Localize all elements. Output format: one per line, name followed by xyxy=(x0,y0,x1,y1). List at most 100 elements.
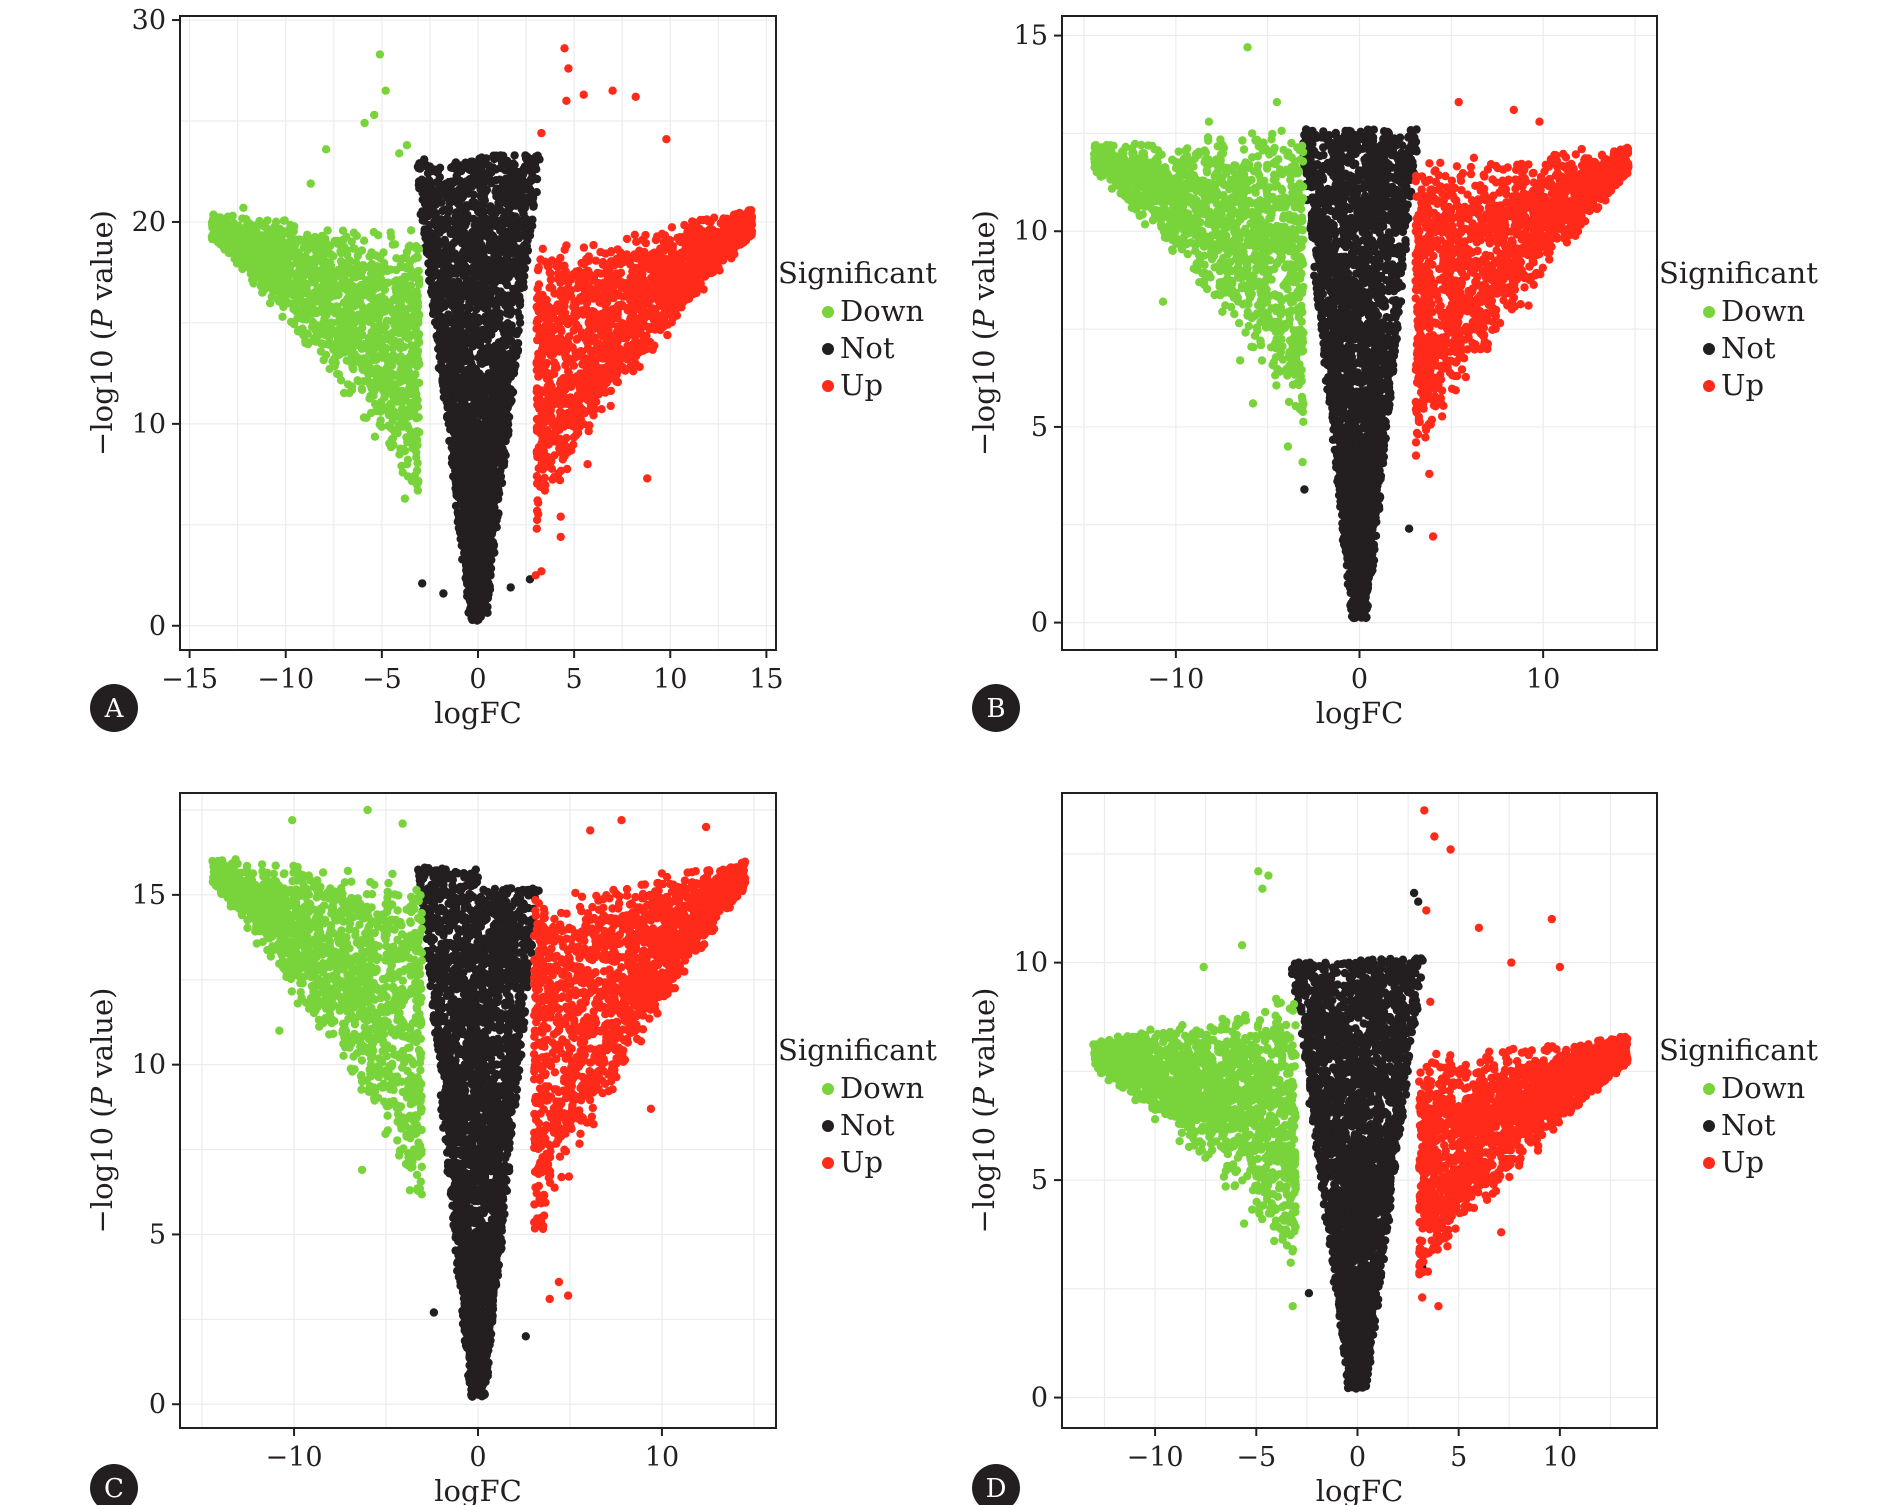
point-not xyxy=(481,214,490,223)
point-not xyxy=(477,153,486,162)
point-not xyxy=(489,519,499,529)
point-not xyxy=(449,278,458,287)
point-not xyxy=(470,402,479,412)
point-down xyxy=(358,365,367,374)
point-down xyxy=(398,468,407,477)
point-not xyxy=(505,349,514,359)
point-down xyxy=(282,298,291,307)
point-down xyxy=(394,387,403,396)
point-not xyxy=(450,433,460,443)
point-down xyxy=(349,364,358,374)
point-down xyxy=(394,421,404,430)
point-not xyxy=(468,227,477,237)
point-not xyxy=(447,443,456,452)
point-not xyxy=(529,201,538,210)
point-up xyxy=(556,253,565,263)
point-not xyxy=(477,397,486,407)
point-not xyxy=(423,244,433,253)
point-not xyxy=(458,421,467,431)
point-not xyxy=(418,579,427,588)
point-not xyxy=(506,398,515,407)
point-not xyxy=(484,317,493,327)
point-not xyxy=(478,511,487,520)
point-down xyxy=(366,350,375,359)
point-not xyxy=(486,207,495,216)
point-not xyxy=(511,361,520,370)
point-not xyxy=(479,419,489,429)
point-down xyxy=(303,230,312,239)
point-not xyxy=(501,385,510,394)
point-down xyxy=(338,329,348,338)
point-down xyxy=(207,232,217,242)
point-down xyxy=(273,241,283,251)
point-not xyxy=(494,351,504,360)
point-down xyxy=(307,310,316,319)
point-up xyxy=(663,330,672,340)
point-not xyxy=(532,174,542,184)
point-down xyxy=(321,145,331,154)
point-not xyxy=(476,612,485,621)
point-down xyxy=(318,319,328,328)
point-not xyxy=(513,308,522,317)
point-down xyxy=(378,405,387,415)
point-not xyxy=(502,432,511,441)
point-not xyxy=(478,555,488,564)
point-down xyxy=(336,257,346,266)
point-not xyxy=(489,282,498,291)
point-not xyxy=(423,228,432,238)
point-not xyxy=(457,393,466,402)
point-not xyxy=(521,154,531,163)
point-not xyxy=(464,277,474,286)
point-not xyxy=(481,576,491,586)
point-down xyxy=(292,304,301,314)
series-up xyxy=(531,44,757,580)
point-not xyxy=(454,258,463,267)
point-not xyxy=(521,226,530,236)
point-down xyxy=(381,334,390,344)
point-not xyxy=(529,164,538,173)
point-down xyxy=(232,225,241,235)
point-not xyxy=(456,167,466,176)
point-not xyxy=(459,430,468,439)
point-down xyxy=(404,242,413,251)
point-down xyxy=(384,385,393,394)
point-not xyxy=(452,311,461,320)
point-not xyxy=(480,376,489,385)
point-not xyxy=(522,214,531,224)
point-not xyxy=(463,302,472,312)
point-down xyxy=(304,259,314,268)
point-not xyxy=(501,301,510,310)
point-not xyxy=(520,203,529,212)
point-not xyxy=(460,525,469,534)
point-down xyxy=(342,250,352,259)
point-down xyxy=(368,292,377,301)
point-not xyxy=(521,185,531,194)
point-not xyxy=(490,548,499,557)
point-not xyxy=(469,177,478,186)
point-down xyxy=(395,304,405,313)
point-down xyxy=(319,355,328,365)
point-not xyxy=(473,269,482,278)
point-not xyxy=(478,350,487,360)
point-not xyxy=(488,470,497,479)
point-not xyxy=(496,234,506,243)
point-not xyxy=(456,236,466,246)
point-not xyxy=(482,222,491,232)
point-not xyxy=(502,309,512,318)
point-down xyxy=(412,477,421,487)
point-down xyxy=(377,267,387,277)
point-not xyxy=(489,264,499,273)
point-down xyxy=(380,285,390,294)
point-not xyxy=(455,483,465,492)
point-not xyxy=(489,510,499,519)
point-not xyxy=(484,503,493,513)
point-down xyxy=(215,236,225,245)
point-not xyxy=(506,583,515,592)
point-down xyxy=(386,442,396,452)
point-down xyxy=(255,271,264,280)
point-not xyxy=(459,469,468,478)
point-down xyxy=(396,365,405,374)
point-not xyxy=(493,366,502,375)
point-down xyxy=(327,250,336,259)
point-down xyxy=(365,252,375,261)
